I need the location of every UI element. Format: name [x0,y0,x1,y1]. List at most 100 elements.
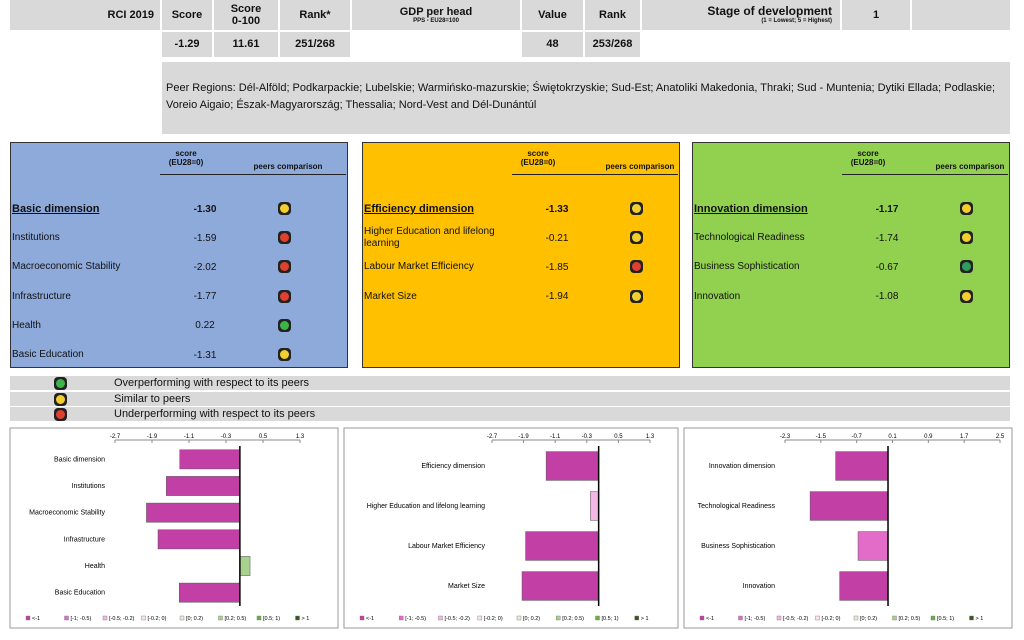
status-light [632,204,641,213]
score: -1.33 [545,203,569,215]
panel-peers-header: peers comparison [253,161,323,171]
score: -2.02 [193,261,217,273]
score: -0.21 [545,232,569,244]
panel [692,142,1010,368]
panel-score-header: score (EU28=0) [520,149,556,167]
category-label: Infrastructure [64,536,105,543]
chart-legend-swatch [179,615,185,621]
x-tick-label: -2.3 [780,434,791,440]
x-tick-label: 1.3 [646,434,655,440]
score: 0.22 [195,320,215,332]
panel-score-header: score (EU28=0) [850,149,886,167]
x-tick-label: -2.7 [487,434,498,440]
status-light [280,320,289,330]
indicator-name: Institutions [12,232,60,244]
indicator-name: Higher Education and lifelong learning [364,226,495,250]
header-cell [912,0,1010,30]
status-dot [278,289,291,303]
category-label: Basic dimension [54,456,105,463]
status-dot [278,318,291,332]
status-light [56,379,65,388]
indicator-name: Infrastructure [12,290,71,302]
chart-legend-label: [-1; -0.5) [71,616,92,622]
status-light [280,291,289,301]
panel-score-header: score (EU28=0) [168,149,204,167]
bar [239,556,251,576]
score: -1.59 [193,232,217,244]
status-light [962,291,971,301]
x-tick-label: 1.7 [960,434,969,440]
legend-row [10,407,1010,421]
indicator-name: Basic Education [12,349,84,360]
panel-peers-header: peers comparison [605,161,675,171]
chart-legend-swatch [634,615,639,621]
panel [362,142,680,368]
indicator-name: Innovation [694,290,741,302]
chart-legend-swatch [102,615,108,621]
score: -0.67 [875,261,899,273]
score: -1.77 [193,291,217,303]
legend-label: Similar to peers [114,392,191,405]
chart-legend-label: [-1; -0.5) [405,616,426,622]
header-cell: 1 [842,0,910,30]
x-tick-label: -1.1 [184,434,195,440]
bar [590,491,599,521]
chart-legend-swatch [776,615,782,621]
chart-legend-label: [-0.5; -0.2) [783,616,809,622]
status-dot [630,202,643,215]
legend-row [10,391,1010,406]
chart-legend-swatch [853,615,859,621]
x-tick-label: 0.1 [888,434,897,440]
bar [146,502,241,523]
status-light [962,233,971,243]
stage-label: Stage of development [707,4,832,19]
header-cell: Score [162,0,212,30]
bar [809,491,889,521]
gdp-label: GDP per head [399,5,473,18]
chart-frame [343,427,679,629]
x-tick-label: 2.5 [996,434,1005,440]
status-dot [960,289,973,303]
status-dot [630,231,643,245]
status-dot [630,289,643,303]
status-dot [278,348,291,361]
status-light [56,394,65,404]
score: -1.31 [193,349,217,361]
value-cell: 251/268 [280,32,350,57]
value-cell: 11.61 [214,32,278,57]
bar [179,449,241,470]
chart-legend-swatch [930,615,936,621]
status-light [280,262,289,272]
legend-label: Overperforming with respect to its peers [114,377,310,389]
chart-legend-label: [0.2; 0.5) [562,616,584,622]
panel-header-rule [160,174,346,175]
indicator-name: Macroeconomic Stability [12,261,121,273]
chart-legend-swatch [815,615,820,621]
dimension-name: Efficiency dimension [364,203,475,215]
chart-legend-swatch [359,615,365,621]
status-dot [278,231,291,245]
bar [166,476,241,496]
status-dot [278,260,291,274]
chart-legend-swatch [218,615,223,621]
gdp-sub: PPS - EU28=100 [413,17,459,24]
score: -1.85 [545,261,569,273]
chart-legend-label: <-1 [366,616,374,622]
chart-legend-label: [0.5; 1) [263,616,280,622]
x-tick-label: -0.3 [582,434,593,440]
status-dot [960,260,973,274]
indicator-name: Health [12,319,41,331]
dimension-name: Basic dimension [12,203,100,215]
value-cell: -1.29 [162,32,212,57]
x-tick-label: 0.5 [614,434,623,440]
chart-legend-label: [0; 0.2) [186,616,203,622]
chart-legend-swatch [141,615,146,621]
chart-frame [9,427,339,629]
legend-label: Underperforming with respect to its peer… [114,408,316,420]
chart-legend-swatch [738,615,743,621]
chart-legend-swatch [64,615,69,621]
x-tick-label: -1.5 [816,434,827,440]
header-cell: Score 0-100 [214,0,278,30]
score: -1.08 [875,291,899,303]
